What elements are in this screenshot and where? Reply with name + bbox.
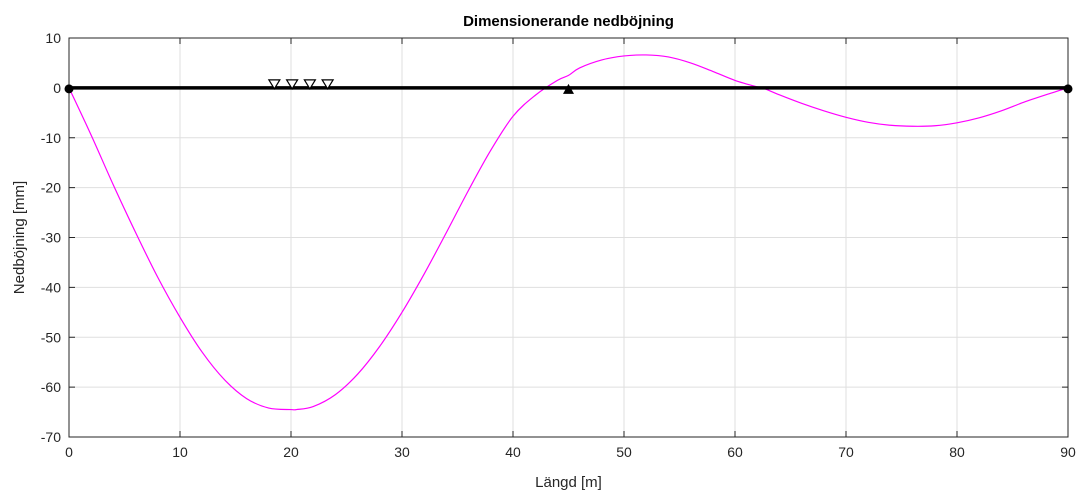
y-tick-label: 0 — [53, 80, 61, 96]
y-axis-label: Nedböjning [mm] — [11, 181, 28, 294]
y-tick-label: -40 — [41, 279, 61, 295]
x-tick-label: 10 — [172, 444, 188, 460]
y-tick-label: -50 — [41, 329, 61, 345]
x-tick-label: 80 — [949, 444, 965, 460]
x-tick-label: 90 — [1060, 444, 1076, 460]
load-marker-triangle — [267, 79, 281, 91]
y-tick-labels: 10 0 -10 -20 -30 -40 -50 -60 -70 — [41, 30, 61, 445]
y-tick-label: 10 — [45, 30, 61, 46]
deflection-series-line — [68, 54, 1069, 411]
support-marker-circle — [1063, 84, 1073, 94]
x-tick-label: 30 — [394, 444, 410, 460]
x-tick-label: 0 — [65, 444, 73, 460]
x-axis-label: Längd [m] — [535, 474, 602, 490]
series-group — [68, 54, 1069, 411]
load-marker-triangle — [321, 79, 335, 91]
support-marker-triangle — [563, 83, 574, 94]
x-tick-label: 70 — [838, 444, 854, 460]
y-tick-label: -70 — [41, 429, 61, 445]
beam-group — [64, 79, 1073, 94]
load-marker-triangle — [285, 79, 299, 91]
y-tick-label: -30 — [41, 230, 61, 246]
support-marker-circle — [64, 84, 74, 94]
x-tick-label: 60 — [727, 444, 743, 460]
y-tick-label: -20 — [41, 180, 61, 196]
y-tick-label: -60 — [41, 379, 61, 395]
x-tick-label: 20 — [283, 444, 299, 460]
grid — [68, 37, 1069, 438]
axis-ticks — [68, 37, 1069, 438]
x-tick-label: 50 — [616, 444, 632, 460]
load-marker-triangle — [303, 79, 317, 91]
chart-title: Dimensionerande nedböjning — [463, 13, 674, 30]
x-tick-label: 40 — [505, 444, 521, 460]
y-tick-label: -10 — [41, 130, 61, 146]
x-tick-labels: 0 10 20 30 40 50 60 70 80 90 — [65, 444, 1076, 460]
